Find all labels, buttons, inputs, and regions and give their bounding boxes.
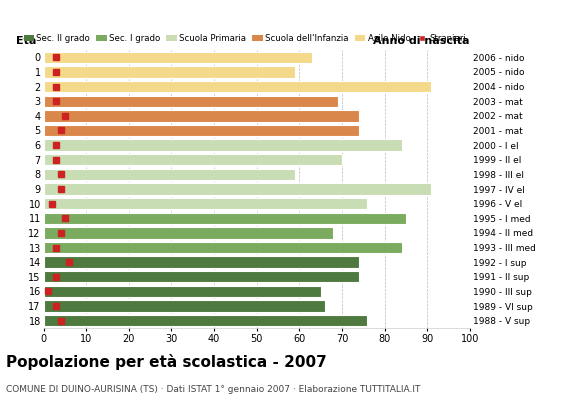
Bar xyxy=(44,125,359,136)
Bar xyxy=(44,169,295,180)
Bar xyxy=(44,110,359,122)
Bar xyxy=(44,256,359,268)
Bar xyxy=(44,139,401,151)
Legend: Sec. II grado, Sec. I grado, Scuola Primaria, Scuola dell'Infanzia, Asilo Nido, : Sec. II grado, Sec. I grado, Scuola Prim… xyxy=(20,31,470,46)
Text: Età: Età xyxy=(16,36,36,46)
Text: Popolazione per età scolastica - 2007: Popolazione per età scolastica - 2007 xyxy=(6,354,327,370)
Bar xyxy=(44,242,401,253)
Bar xyxy=(44,52,312,63)
Bar xyxy=(44,212,406,224)
Bar xyxy=(44,154,342,166)
Bar xyxy=(44,315,368,326)
Bar xyxy=(44,183,432,195)
Bar xyxy=(44,198,368,209)
Bar xyxy=(44,81,432,92)
Bar xyxy=(44,227,333,239)
Bar xyxy=(44,271,359,282)
Bar xyxy=(44,96,338,107)
Bar xyxy=(44,66,295,78)
Bar xyxy=(44,300,325,312)
Bar xyxy=(44,286,321,297)
Text: Anno di nascita: Anno di nascita xyxy=(374,36,470,46)
Text: COMUNE DI DUINO-AURISINA (TS) · Dati ISTAT 1° gennaio 2007 · Elaborazione TUTTIT: COMUNE DI DUINO-AURISINA (TS) · Dati IST… xyxy=(6,385,420,394)
